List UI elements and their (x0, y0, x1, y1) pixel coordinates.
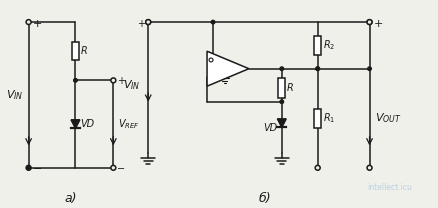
Circle shape (366, 165, 371, 170)
Circle shape (279, 100, 283, 104)
Text: VD: VD (263, 123, 277, 133)
Text: $R_2$: $R_2$ (322, 38, 334, 52)
Circle shape (110, 78, 116, 83)
Text: б): б) (258, 192, 271, 205)
Text: R: R (286, 83, 293, 93)
Circle shape (366, 20, 371, 25)
Polygon shape (277, 119, 286, 127)
Text: −: − (32, 164, 42, 174)
Text: +: + (32, 19, 42, 29)
Circle shape (208, 58, 212, 62)
Circle shape (279, 67, 283, 71)
Text: $V_{IN}$: $V_{IN}$ (123, 78, 140, 92)
Circle shape (27, 166, 30, 170)
Text: $R_1$: $R_1$ (322, 111, 334, 125)
Text: −: − (117, 164, 125, 174)
Circle shape (145, 20, 150, 25)
Circle shape (367, 67, 371, 71)
Circle shape (366, 20, 371, 25)
Polygon shape (71, 120, 80, 128)
Text: +: + (373, 19, 382, 29)
Circle shape (314, 165, 319, 170)
Text: $V_{REF}$: $V_{REF}$ (118, 117, 140, 131)
Text: +: + (117, 76, 125, 86)
Text: а): а) (64, 192, 77, 205)
Circle shape (26, 20, 31, 25)
Text: +: + (137, 19, 145, 29)
Text: R: R (80, 46, 87, 56)
Circle shape (315, 67, 319, 71)
Text: intellect.icu: intellect.icu (366, 183, 411, 192)
Circle shape (145, 20, 150, 25)
Text: $V_{IN}$: $V_{IN}$ (6, 88, 24, 102)
Bar (72, 42, 79, 60)
Circle shape (315, 67, 319, 71)
Polygon shape (207, 51, 248, 86)
Circle shape (110, 165, 116, 170)
Circle shape (74, 79, 77, 82)
Text: $V_{OUT}$: $V_{OUT}$ (374, 111, 400, 125)
Bar (314, 109, 321, 128)
Bar (314, 36, 321, 55)
Circle shape (211, 20, 214, 24)
Text: VD: VD (80, 119, 94, 129)
Circle shape (26, 165, 31, 170)
Bar (278, 78, 285, 98)
